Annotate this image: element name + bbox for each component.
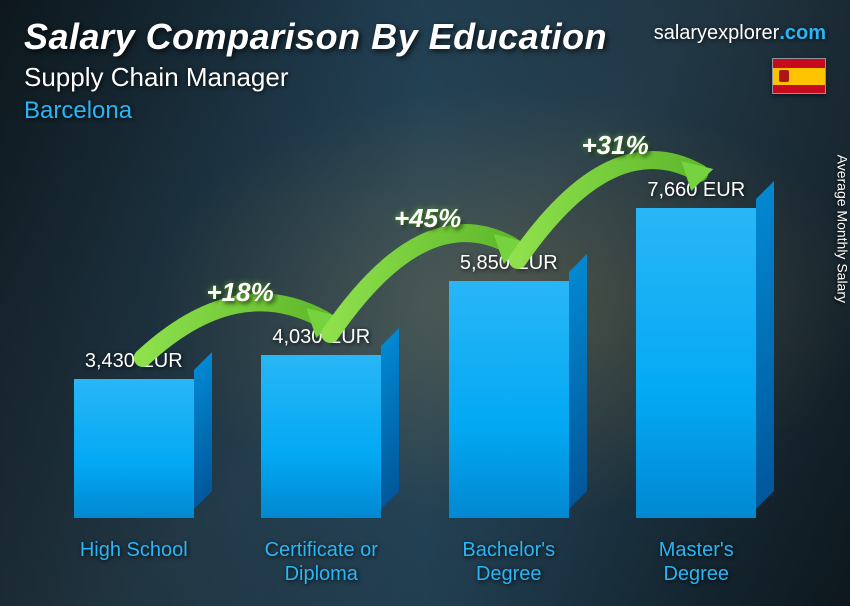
bar-category-label: High School [80, 538, 188, 586]
increase-badge: +31% [582, 130, 649, 161]
increase-badge: +18% [207, 277, 274, 308]
bar-shape [74, 379, 194, 518]
bar-group: 3,430 EUR High School [59, 350, 209, 586]
bar-category-label: Master'sDegree [659, 538, 734, 586]
bar-category-label: Certificate orDiploma [265, 538, 378, 586]
bar-group: 4,030 EUR Certificate orDiploma [246, 326, 396, 586]
bar-category-label: Bachelor'sDegree [462, 538, 555, 586]
y-axis-label: Average Monthly Salary [834, 155, 850, 303]
bar-shape [261, 355, 381, 518]
bar-shape [636, 208, 756, 518]
bar-value-label: 4,030 EUR [272, 326, 370, 349]
location-label: Barcelona [24, 97, 826, 125]
country-flag-icon [772, 58, 826, 94]
bar-group: 7,660 EUR Master'sDegree [621, 179, 771, 586]
bar-value-label: 7,660 EUR [647, 179, 745, 202]
job-title: Supply Chain Manager [24, 62, 826, 93]
increase-badge: +45% [394, 203, 461, 234]
brand-tld: .com [779, 22, 826, 44]
bar-shape [449, 281, 569, 518]
brand-logo: salaryexplorer.com [654, 22, 826, 45]
brand-name: salaryexplorer [654, 22, 780, 44]
bar-group: 5,850 EUR Bachelor'sDegree [434, 252, 584, 586]
bar-value-label: 5,850 EUR [460, 252, 558, 275]
bar-value-label: 3,430 EUR [85, 350, 183, 373]
